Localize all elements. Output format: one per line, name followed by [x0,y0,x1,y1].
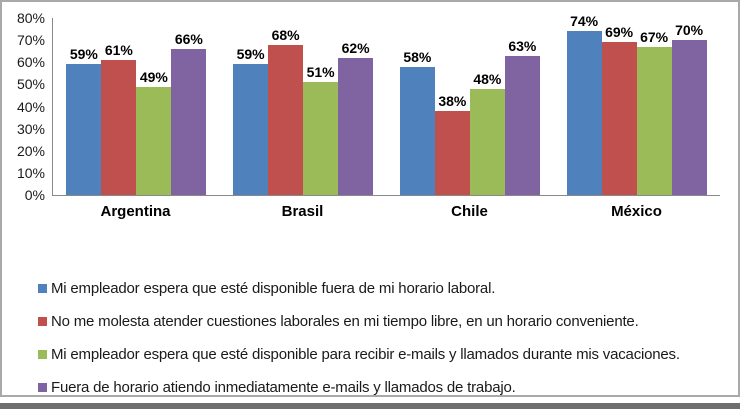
bar-series-1: 59% [233,46,269,195]
bar-rect [338,57,374,195]
bar-value-label: 68% [271,26,300,43]
bar-series-4: 62% [338,40,374,195]
y-axis-tick-label: 50% [16,76,45,93]
y-axis-tick-label: 10% [16,164,45,181]
legend-swatch [38,350,47,359]
bar-series-3: 48% [469,71,505,195]
bar-series-3: 67% [636,29,672,195]
bar-series-2: 38% [434,93,470,195]
legend-label: No me molesta atender cuestiones laboral… [51,313,639,330]
bar-series-1: 58% [399,49,435,195]
bar-value-label: 74% [570,13,599,30]
bottom-edge [0,403,740,409]
legend-item-3: Mi empleador espera que esté disponible … [38,346,722,363]
category-label: México [611,203,662,220]
bar-group-argentina: 59% 61% 49% 66% [53,18,220,195]
legend-swatch [38,284,47,293]
y-axis-tick-label: 80% [16,10,45,26]
bar-rect [399,66,435,195]
legend-item-2: No me molesta atender cuestiones laboral… [38,313,722,330]
chart-plot-row: 80% 70% 60% 50% 40% 30% 20% 10% 0% 59% 61% 49% 66% 5… [2,10,738,220]
category-axis: Argentina Brasil Chile México [52,196,720,220]
legend-label: Fuera de horario atiendo inmediatamente … [51,379,516,396]
bar-series-2: 69% [601,24,637,195]
bar-group-mxico: 74% 69% 67% 70% [553,13,720,195]
bar-series-4: 63% [504,38,540,195]
y-axis-tick-label: 70% [16,32,45,49]
bar-value-label: 59% [69,46,98,63]
bar-series-3: 49% [136,69,172,195]
bar-rect [171,48,207,195]
category-label: Chile [451,203,488,220]
bar-value-label: 61% [104,42,133,59]
bar-rect [101,60,137,195]
bar-rect [434,110,470,195]
y-axis-tick-label: 60% [16,54,45,71]
bar-series-4: 66% [171,31,207,195]
bar-value-label: 48% [473,70,502,87]
bar-value-label: 70% [675,22,704,39]
y-axis-tick-label: 0% [24,187,45,203]
bar-rect [233,64,269,195]
bar-rect [601,42,637,195]
bar-rect [566,31,602,195]
legend-swatch [38,317,47,326]
bar-value-label: 59% [236,46,265,63]
bar-rect [303,82,339,195]
legend-label: Mi empleador espera que esté disponible … [51,346,680,363]
bar-group-brasil: 59% 68% 51% 62% [220,18,387,195]
bar-rect [504,55,540,195]
bar-rect [268,44,304,195]
bar-rect [469,88,505,195]
bar-rect [136,86,172,195]
plot-groups: 59% 61% 49% 66% 59% 68% 51% 62% 58% 38% 48% 63% 74% 6… [52,13,720,196]
bar-series-1: 74% [566,13,602,195]
chart-frame: 80% 70% 60% 50% 40% 30% 20% 10% 0% 59% 61% 49% 66% 5… [0,0,740,397]
legend-item-4: Fuera de horario atiendo inmediatamente … [38,379,722,396]
bar-series-2: 68% [268,27,304,195]
bar-value-label: 67% [640,28,669,45]
bar-series-4: 70% [671,22,707,195]
bar-series-1: 59% [66,46,102,195]
bar-series-3: 51% [303,64,339,195]
legend: Mi empleador espera que esté disponible … [38,280,722,396]
bar-rect [636,46,672,195]
legend-swatch [38,383,47,392]
bar-series-2: 61% [101,42,137,195]
y-axis-tick-label: 20% [16,142,45,159]
bar-chart: 80% 70% 60% 50% 40% 30% 20% 10% 0% 59% 61% 49% 66% 5… [2,10,738,220]
y-axis: 80% 70% 60% 50% 40% 30% 20% 10% 0% [2,10,52,203]
y-axis-tick-label: 30% [16,120,45,137]
category-label: Brasil [281,203,324,220]
bar-value-label: 58% [403,48,432,65]
bar-group-chile: 58% 38% 48% 63% [387,18,554,195]
bar-value-label: 66% [174,30,203,47]
y-axis-tick-label: 40% [16,98,45,115]
legend-item-1: Mi empleador espera que esté disponible … [38,280,722,297]
bar-value-label: 51% [306,64,335,81]
bar-value-label: 69% [605,24,634,41]
bar-value-label: 38% [438,92,467,109]
bar-value-label: 63% [508,37,537,54]
bar-rect [671,40,707,195]
plot-area: 59% 61% 49% 66% 59% 68% 51% 62% 58% 38% 48% 63% 74% 6… [52,13,720,220]
bar-rect [66,64,102,195]
bar-value-label: 49% [139,68,168,85]
bar-value-label: 62% [341,39,370,56]
category-label: Argentina [100,203,171,220]
legend-label: Mi empleador espera que esté disponible … [51,280,496,297]
